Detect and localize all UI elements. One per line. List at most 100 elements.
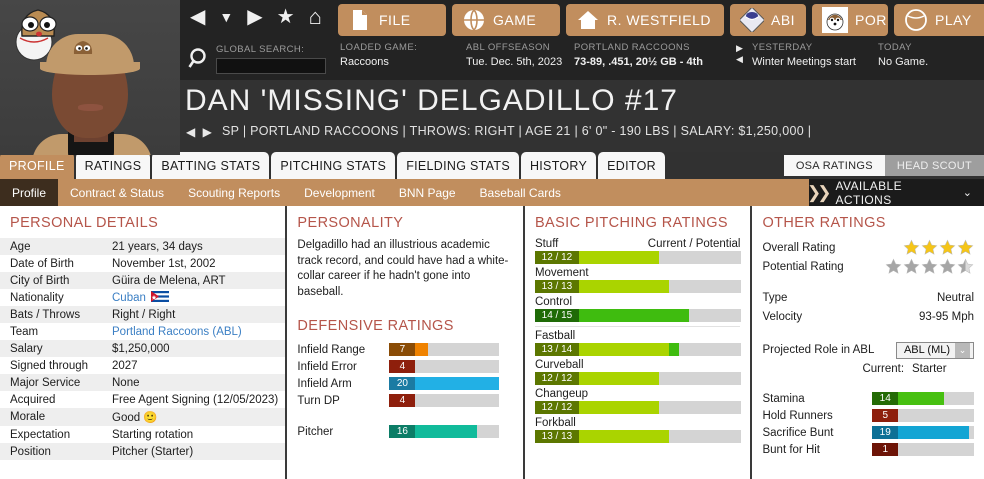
table-row: Team Portland Raccoons (ABL) [0, 323, 285, 340]
tab-batting-stats[interactable]: BATTING STATS [152, 152, 270, 179]
type-row: Type Neutral [752, 288, 984, 307]
detail-value[interactable]: Portland Raccoons (ABL) [102, 323, 285, 340]
rating-bar: 19 [872, 426, 975, 439]
type-value: Neutral [936, 291, 975, 304]
other-rating-row: Stamina 14 [752, 390, 984, 407]
personal-details-table: Age 21 years, 34 days Date of Birth Novembe… [0, 238, 286, 460]
star-icon [921, 239, 938, 255]
tab-editor[interactable]: EDITOR [598, 152, 665, 179]
double-chevron-icon: ❯❯ [807, 182, 831, 202]
detail-link[interactable]: Portland Raccoons (ABL) [112, 325, 242, 338]
subtab-baseball-cards[interactable]: Baseball Cards [468, 179, 573, 206]
main-tabstrip: PROFILE RATINGS BATTING STATS PITCHING S… [0, 152, 984, 179]
schedule-arrows[interactable]: ▶ ◀ [736, 44, 743, 64]
mouth [78, 104, 103, 111]
subtab-label: Profile [12, 185, 47, 200]
team-caption: PORTLAND RACCOONS [574, 42, 690, 53]
detail-link[interactable]: Cuban [112, 292, 146, 304]
defensive-rating-row: Infield Error 4 [287, 358, 523, 375]
toggle-head-scout[interactable]: HEAD SCOUT [884, 155, 984, 176]
rating-label: Infield Error [297, 360, 357, 373]
menu-button-portland[interactable]: POR [812, 4, 888, 36]
table-row: Acquired Free Agent Signing (12/05/2023) [0, 391, 285, 408]
detail-value[interactable]: Cuban [102, 289, 285, 306]
today-caption: TODAY [878, 42, 912, 53]
global-search-label: GLOBAL SEARCH: [216, 44, 305, 55]
subtab-bnn-page[interactable]: BNN Page [387, 179, 468, 206]
rating-value: 12 / 12 [534, 372, 579, 385]
rating-label: Hold Runners [762, 409, 833, 422]
pitching-rating-label: Movement [534, 267, 589, 279]
rating-bar: 12 / 12 [534, 372, 741, 385]
rating-bar: 13 / 13 [534, 280, 741, 293]
chevron-down-icon: ⌄ [962, 187, 972, 199]
toggle-label: OSA RATINGS [795, 159, 873, 172]
rating-bar: 13 / 14 [534, 343, 741, 356]
tab-label: EDITOR [607, 158, 656, 173]
star-icon [921, 258, 938, 274]
toggle-label: HEAD SCOUT [896, 159, 972, 172]
defensive-rating-row: Turn DP 4 [287, 392, 523, 409]
personality-defense-panel: PERSONALITY Delgadillo had an illustriou… [287, 206, 523, 479]
toggle-osa-ratings[interactable]: OSA RATINGS [783, 155, 885, 176]
table-row: City of Birth Güira de Melena, ART [0, 272, 286, 289]
current-role-row: Current: Starter [752, 361, 984, 377]
table-row: Bats / Throws Right / Right [0, 306, 286, 323]
rating-label: Bunt for Hit [762, 443, 821, 456]
rating-label: Turn DP [297, 394, 340, 407]
forward-arrow-icon[interactable]: ▶ [247, 6, 263, 28]
overall-rating-stars [903, 239, 974, 256]
table-row: Position Pitcher (Starter) [0, 443, 286, 460]
player-face [32, 22, 152, 155]
menu-label: PLAY [935, 12, 972, 28]
detail-key: Major Service [10, 376, 81, 389]
menu-button-play[interactable]: PLAY [894, 4, 984, 36]
available-actions-button[interactable]: ❯❯ AVAILABLE ACTIONS ⌄ [807, 179, 984, 207]
other-ratings-panel: OTHER RATINGS Overall Rating Potential R… [752, 206, 984, 479]
detail-key: Age [10, 240, 31, 253]
dropdown-arrow-icon[interactable]: ▼ [219, 9, 234, 25]
defensive-ratings-title: DEFENSIVE RATINGS [297, 318, 454, 334]
tab-ratings[interactable]: RATINGS [75, 152, 151, 179]
player-nav-arrows[interactable]: ◀ ▶ [186, 125, 214, 139]
subtab-contract-status[interactable]: Contract & Status [58, 179, 176, 206]
next-player-arrow-icon[interactable]: ▶ [202, 125, 214, 139]
projected-role-select[interactable]: ABL (ML) ⌄ [895, 341, 975, 359]
globe-icon [464, 9, 484, 31]
subtab-label: Baseball Cards [479, 185, 561, 200]
tab-fielding-stats[interactable]: FIELDING STATS [397, 152, 519, 179]
subtab-development[interactable]: Development [292, 179, 387, 206]
tab-label: FIELDING STATS [406, 158, 510, 173]
personal-details-title: PERSONAL DETAILS [10, 215, 159, 231]
back-arrow-icon[interactable]: ◀ [190, 6, 206, 28]
velocity-row: Velocity 93-95 Mph [752, 307, 984, 326]
projected-role-value: ABL (ML) [903, 344, 951, 356]
next-day-arrow-icon[interactable]: ▶ [736, 43, 743, 53]
player-subtitle: SP | PORTLAND RACCOONS | THROWS: RIGHT |… [222, 124, 812, 138]
subtab-profile[interactable]: Profile [0, 179, 59, 206]
menu-button-game[interactable]: GAME [452, 4, 560, 36]
search-input[interactable] [216, 58, 326, 74]
defensive-rating-row: Infield Range 7 [287, 341, 523, 358]
table-row: Age 21 years, 34 days [0, 238, 286, 255]
table-row: Date of Birth November 1st, 2002 [0, 255, 285, 272]
rating-value: 13 / 13 [534, 430, 579, 443]
prev-day-arrow-icon[interactable]: ◀ [736, 54, 743, 64]
detail-value: Pitcher (Starter) [112, 445, 194, 458]
menu-button-file[interactable]: FILE [338, 4, 446, 36]
rating-label: Infield Range [297, 343, 366, 356]
menu-button-manager[interactable]: R. WESTFIELD [566, 4, 724, 36]
home-icon[interactable]: ⌂ [308, 4, 322, 29]
detail-key: Nationality [10, 291, 64, 304]
favorite-star-icon[interactable]: ★ [276, 6, 295, 28]
projected-role-row: Projected Role in ABL ABL (ML) ⌄ [752, 339, 984, 361]
prev-player-arrow-icon[interactable]: ◀ [186, 125, 198, 139]
tab-history[interactable]: HISTORY [520, 152, 597, 179]
rating-value: 1 [872, 443, 899, 456]
tab-profile[interactable]: PROFILE [0, 152, 74, 179]
subtab-scouting-reports[interactable]: Scouting Reports [176, 179, 292, 206]
tab-pitching-stats[interactable]: PITCHING STATS [271, 152, 396, 179]
menu-button-abilene[interactable]: ABI [730, 4, 806, 36]
top-toolbar: ◀ ▼ ▶ ★ ⌂ GLOBAL SEARCH: FILE [0, 0, 984, 80]
